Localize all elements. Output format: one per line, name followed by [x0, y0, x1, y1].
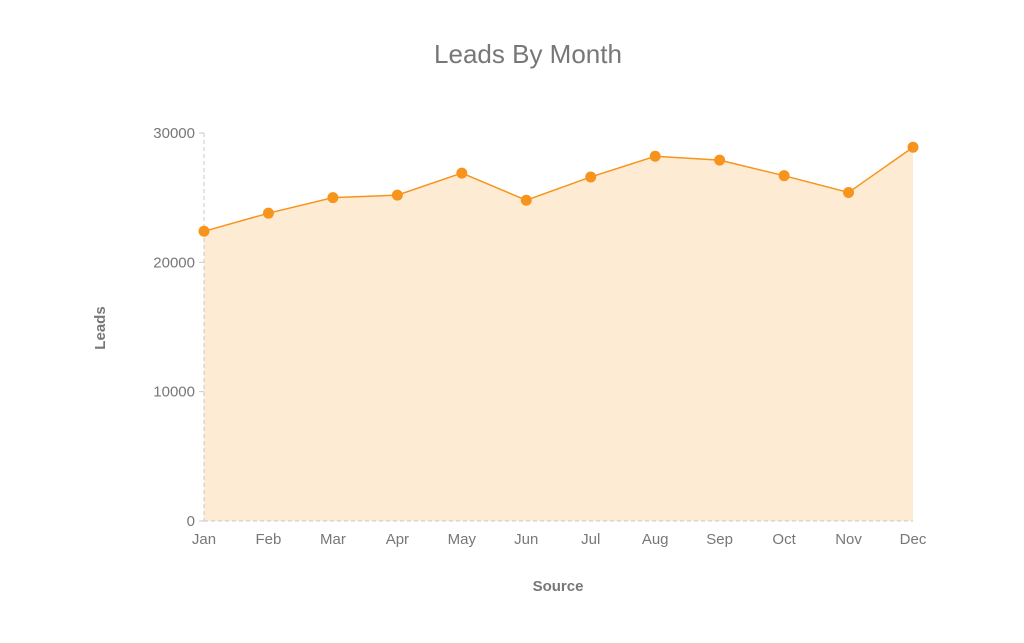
chart-title: Leads By Month	[434, 39, 622, 69]
series-area	[204, 147, 913, 521]
line-layer	[203, 146, 914, 233]
data-point[interactable]	[778, 170, 790, 182]
x-axis-label: Source	[533, 578, 584, 595]
area-layer	[204, 147, 913, 521]
x-tick-label: Aug	[642, 531, 669, 548]
axis-layer	[199, 132, 913, 522]
x-tick-label: Jul	[581, 531, 600, 548]
y-tick-label: 20000	[153, 254, 195, 271]
label-layer: 0 10000 20000 30000 Jan Feb Mar Apr May Jun Jul Aug…	[153, 125, 927, 548]
x-tick-label: Feb	[256, 531, 282, 548]
y-axis-label: Leads	[92, 306, 109, 349]
data-point[interactable]	[907, 141, 919, 153]
x-tick-label: Sep	[706, 531, 733, 548]
x-tick-label: Jan	[192, 531, 216, 548]
data-point[interactable]	[198, 225, 210, 237]
point-layer	[198, 141, 919, 237]
y-tick-label: 30000	[153, 125, 195, 142]
data-point[interactable]	[262, 207, 274, 219]
x-tick-label: Mar	[320, 531, 346, 548]
data-point[interactable]	[456, 167, 468, 179]
data-point[interactable]	[391, 189, 403, 201]
data-point[interactable]	[649, 150, 661, 162]
data-point[interactable]	[714, 154, 726, 166]
x-tick-label: Jun	[514, 531, 538, 548]
series-line	[203, 146, 914, 233]
x-tick-label: Apr	[386, 531, 409, 548]
x-tick-label: May	[448, 531, 477, 548]
y-tick-label: 0	[187, 513, 195, 530]
y-tick-label: 10000	[153, 384, 195, 401]
data-point[interactable]	[585, 171, 597, 183]
x-tick-label: Dec	[900, 531, 927, 548]
x-tick-label: Nov	[835, 531, 862, 548]
data-point[interactable]	[520, 194, 532, 206]
data-point[interactable]	[843, 186, 855, 198]
x-tick-label: Oct	[772, 531, 796, 548]
data-point[interactable]	[327, 192, 339, 204]
